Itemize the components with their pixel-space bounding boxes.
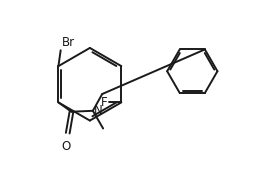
Text: O: O — [61, 140, 70, 153]
Text: N: N — [94, 104, 102, 117]
Text: Br: Br — [62, 36, 75, 49]
Text: F: F — [101, 96, 108, 109]
